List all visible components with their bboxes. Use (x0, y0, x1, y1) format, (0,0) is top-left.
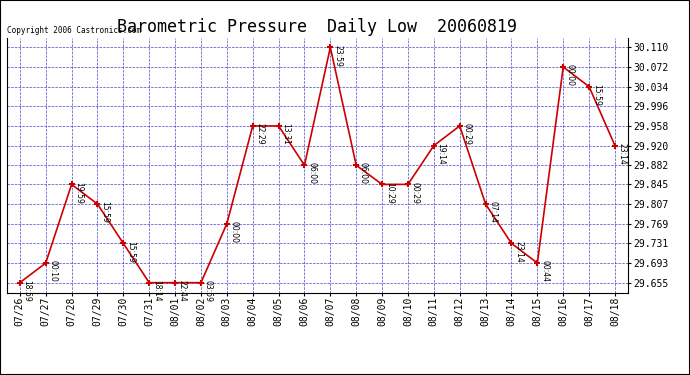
Text: 22:29: 22:29 (255, 123, 264, 145)
Text: 10:29: 10:29 (385, 182, 394, 203)
Text: Copyright 2006 Castronics.com: Copyright 2006 Castronics.com (7, 26, 141, 35)
Text: 15:59: 15:59 (592, 84, 601, 106)
Text: 00:44: 00:44 (540, 260, 549, 282)
Text: 00:29: 00:29 (462, 123, 471, 145)
Text: 18:14: 18:14 (152, 280, 161, 302)
Text: 15:59: 15:59 (100, 201, 109, 223)
Title: Barometric Pressure  Daily Low  20060819: Barometric Pressure Daily Low 20060819 (117, 18, 518, 36)
Text: 18:59: 18:59 (23, 280, 32, 302)
Text: 06:00: 06:00 (307, 162, 316, 184)
Text: 00:00: 00:00 (230, 221, 239, 243)
Text: 23:14: 23:14 (514, 241, 523, 262)
Text: 00:10: 00:10 (48, 260, 57, 282)
Text: 19:14: 19:14 (437, 143, 446, 165)
Text: 06:00: 06:00 (359, 162, 368, 184)
Text: 03:59: 03:59 (204, 280, 213, 302)
Text: 23:59: 23:59 (333, 45, 342, 66)
Text: 19:59: 19:59 (75, 182, 83, 204)
Text: 23:14: 23:14 (618, 143, 627, 165)
Text: 15:59: 15:59 (126, 241, 135, 262)
Text: 22:44: 22:44 (178, 280, 187, 302)
Text: 07:14: 07:14 (489, 201, 497, 223)
Text: 13:31: 13:31 (282, 123, 290, 145)
Text: 00:00: 00:00 (566, 64, 575, 86)
Text: 00:29: 00:29 (411, 182, 420, 204)
